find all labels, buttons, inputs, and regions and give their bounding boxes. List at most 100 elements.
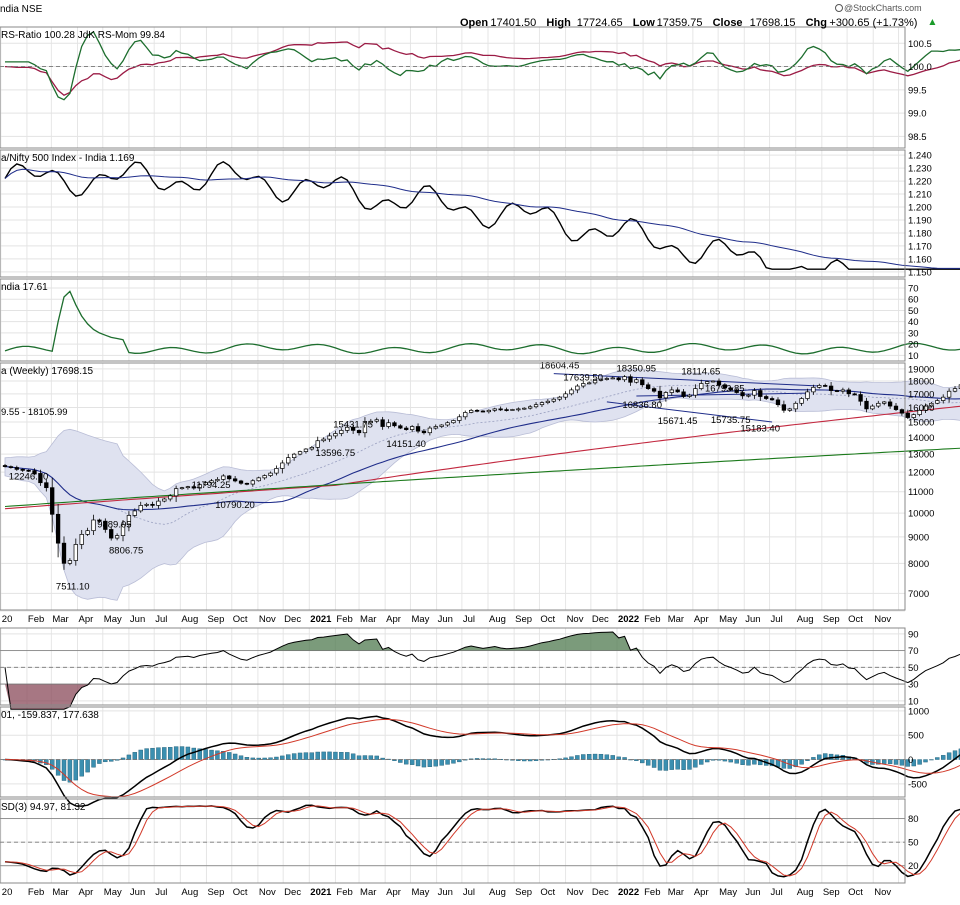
x-axis-label: Jul [771,887,783,898]
price-candle [581,380,586,389]
price-candle [398,424,403,430]
macd-histogram-bar [162,747,167,760]
macd-histogram-bar [533,759,539,761]
rsi-tick-label: 90 [908,629,919,640]
ratio-tick-label: 1.150 [908,267,932,278]
price-candle [935,398,940,405]
x-axis-label: Sep [515,614,532,625]
macd-histogram-bar [120,757,126,760]
x-axis-label: Jun [438,887,453,898]
price-annotation: 10790.20 [215,500,255,511]
price-candle [941,394,946,404]
macd-histogram-bar [156,747,161,760]
price-candle [563,391,568,400]
price-candle [699,379,704,391]
stoch-tick-label: 80 [908,814,919,825]
macd-histogram-bar [817,754,822,760]
price-candle [50,477,55,533]
x-axis-label: Apr [78,887,93,898]
x-axis-label: Sep [207,887,224,898]
macd-histogram-bar [291,753,297,760]
price-candle [126,511,132,532]
macd-histogram-bar [699,759,704,765]
price-candle [32,468,37,476]
macd-histogram-bar [286,754,291,760]
chart-title: ndia NSE [0,4,43,15]
macd-histogram-bar [581,754,586,760]
up-arrow-icon [929,19,936,25]
vix-tick-label: 70 [908,283,919,294]
vix-panel-title: ndia 17.61 [1,282,48,293]
price-candle [280,460,285,474]
vix-tick-label: 50 [908,306,919,317]
macd-signal-line [4,718,960,798]
price-candle [533,402,539,409]
ratio-tick-label: 1.240 [908,151,932,162]
ratio-tick-label: 1.200 [908,203,932,214]
rrg-tick-label: 98.5 [908,132,927,143]
macd-histogram-bar [740,759,745,765]
price-candle [728,387,733,392]
price-annotation: 18604.45 [540,361,580,372]
x-axis-label: Feb [28,614,44,625]
price-candle [557,395,562,402]
price-candle [746,393,751,398]
price-candle [91,514,96,535]
macd-histogram-bar [710,759,716,761]
price-candle [286,453,291,466]
price-tick-label: 8000 [908,559,929,570]
price-candle [882,400,887,406]
price-candle [492,407,497,413]
price-candle [2,463,8,468]
x-axis-label: Jul [463,887,475,898]
x-axis-label: Jun [438,614,453,625]
macd-histogram-bar [345,752,350,760]
x-axis-label: Aug [181,887,198,898]
macd-histogram-bar [433,759,438,767]
rrg-tick-label: 99.5 [908,85,927,96]
price-annotation: 7511.10 [56,581,90,592]
price-annotation: 15735.75 [711,415,751,426]
macd-histogram-bar [527,759,533,762]
vix-tick-label: 20 [908,340,919,351]
macd-histogram-bar [404,759,409,765]
ratio-tick-label: 1.220 [908,177,932,188]
price-candle [55,503,61,558]
price-candle [592,378,598,385]
price-candle [681,388,686,399]
price-candle [227,475,232,481]
price-candle [463,410,468,420]
price-tick-label: 15000 [908,417,934,428]
macd-histogram-bar [663,759,669,771]
watermark: @StockCharts.com [835,3,922,13]
price-annotation: 16836.80 [622,400,662,411]
price-candle [917,408,922,417]
macd-panel-title: 01, -159.837, 177.638 [1,710,99,721]
price-candle [876,400,881,408]
price-tick-label: 10000 [908,509,934,520]
ohlc-high-value: 17724.65 [577,17,623,29]
macd-histogram-bar [799,759,804,765]
price-tick-label: 11000 [908,487,934,498]
x-axis-label: 2022 [618,614,639,625]
price-candle [350,424,356,434]
price-candle [114,533,120,541]
price-candle [250,479,255,487]
price-annotation: 13596.75 [316,448,356,459]
price-candle [946,388,952,403]
price-candle [433,424,438,430]
price-candle [144,502,149,508]
macd-histogram-bar [946,752,952,760]
rsi-tick-label: 10 [908,696,919,707]
macd-histogram-bar [917,759,922,765]
x-axis-label: Dec [284,887,301,898]
ohlc-high-label: High [546,17,571,29]
price-candle [421,429,427,435]
price-candle [474,409,480,413]
ratio-tick-label: 1.210 [908,190,932,201]
macd-histogram-bar [480,758,486,760]
macd-histogram-bar [634,759,639,761]
price-candle [109,526,114,541]
macd-histogram-bar [899,759,905,766]
macd-histogram-bar [61,759,67,781]
